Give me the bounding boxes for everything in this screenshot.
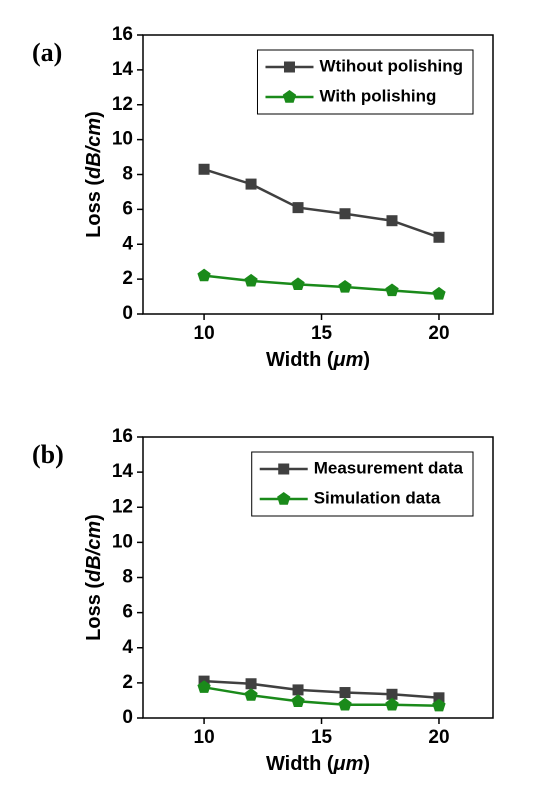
y-tick-label: 8 [122,567,133,588]
y-axis-label-part: dB/cm [83,118,105,179]
y-tick-label: 10 [112,129,133,150]
x-tick-label: 20 [428,323,449,344]
x-axis-label: Width (μm) [266,753,370,775]
marker [338,280,352,293]
legend-label: Measurement data [314,458,464,477]
y-axis-label-part: ) [83,514,105,521]
y-axis-label-part: Loss ( [83,582,105,641]
legend-label: Simulation data [314,488,441,507]
y-axis-label: Loss (dB/cm) [83,514,105,641]
x-axis-label-part: μm [333,349,364,371]
marker [245,178,257,190]
y-axis-label-part: ) [83,111,105,118]
marker [385,283,399,297]
y-axis-label-part: dB/cm [83,521,105,582]
marker [338,697,352,711]
marker [292,202,304,214]
marker [386,215,398,227]
y-tick-label: 10 [112,531,133,552]
marker [292,684,304,696]
panel-label: (b) [32,440,64,469]
y-tick-label: 12 [112,496,133,517]
series-line [203,168,440,239]
x-axis-label-part: ) [363,349,370,371]
marker [433,692,445,704]
marker [432,698,446,712]
y-tick-label: 6 [122,602,133,623]
y-tick-label: 4 [122,233,133,254]
x-tick-label: 15 [311,727,333,748]
marker [244,688,258,701]
x-axis-label-part: μm [333,753,364,775]
y-tick-label: 8 [122,164,133,185]
y-tick-label: 2 [122,672,133,693]
x-axis-label-part: ) [363,753,370,775]
marker [433,231,445,243]
series-line [204,679,440,700]
marker [245,678,257,690]
y-tick-label: 16 [112,426,133,447]
y-axis-label: Loss (dB/cm) [83,111,105,238]
x-axis-label-part: Width ( [266,349,334,371]
x-tick-label: 10 [194,727,215,748]
y-tick-label: 16 [112,24,133,45]
marker [339,208,351,220]
marker [385,697,399,711]
legend: Wtihout polishing With polishing [256,49,474,115]
legend-marker [282,90,297,103]
y-tick-label: 12 [112,94,133,115]
marker [432,286,446,300]
y-axis-label-part: Loss ( [83,179,105,238]
y-tick-label: 6 [122,198,133,219]
marker [198,163,210,175]
x-axis-label: Width (μm) [266,349,370,371]
x-tick-label: 15 [311,323,333,344]
y-tick-label: 0 [122,707,133,728]
legend: Measurement data Simulation data [251,451,474,517]
series-line [203,686,440,707]
y-tick-label: 2 [122,268,133,289]
y-tick-label: 4 [122,637,133,658]
legend-marker [283,61,295,73]
y-tick-label: 14 [112,461,134,482]
panel-label: (a) [32,38,62,67]
marker [197,680,211,693]
series-line [203,274,440,296]
marker [197,268,211,282]
marker [386,688,398,700]
marker [244,273,258,287]
marker [339,687,351,699]
legend-marker [278,463,290,475]
x-tick-label: 10 [194,323,215,344]
legend-label: Wtihout polishing [319,56,463,75]
marker [291,694,305,707]
legend-frame [256,49,474,115]
marker [291,277,305,290]
legend-frame [251,451,474,517]
y-tick-label: 14 [112,59,134,80]
legend-label: With polishing [319,86,436,105]
x-tick-label: 20 [428,727,449,748]
x-axis-label-part: Width ( [266,753,334,775]
y-tick-label: 0 [122,303,133,324]
legend-marker [277,492,291,505]
